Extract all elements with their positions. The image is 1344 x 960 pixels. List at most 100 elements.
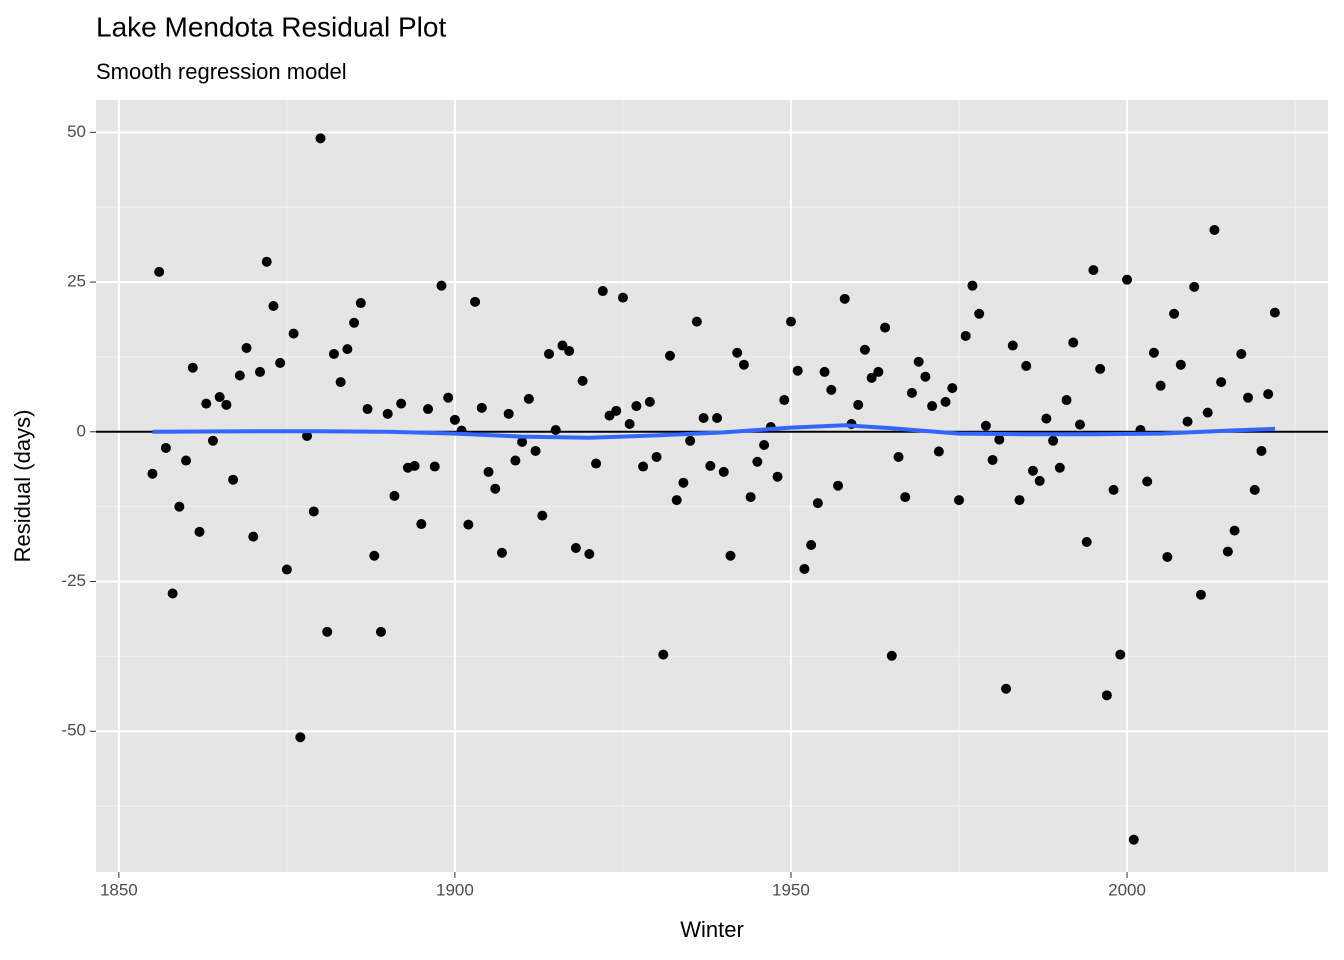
point [322,626,333,637]
point [785,316,796,327]
point [752,456,763,467]
point [241,342,252,353]
point [1128,834,1139,845]
point [537,510,548,521]
point [698,413,709,424]
point [328,348,339,359]
point [597,286,608,297]
point [833,480,844,491]
point [1034,475,1045,486]
point [799,563,810,574]
point [248,531,259,542]
point [826,384,837,395]
point [1202,407,1213,418]
point [1088,265,1099,276]
point [510,455,521,466]
point [873,366,884,377]
point [886,650,897,661]
point [1014,495,1025,506]
point [880,322,891,333]
point [295,732,306,743]
point [1041,413,1052,424]
point [1122,274,1133,285]
point [1216,377,1227,388]
point [1256,445,1267,456]
point [779,395,790,406]
y-tick-label: -50 [61,721,86,740]
point [624,419,635,430]
y-tick-label: -25 [61,571,86,590]
point [409,460,420,471]
point [1195,589,1206,600]
point [355,298,366,309]
point [940,396,951,407]
point [207,435,218,446]
point [893,451,904,462]
point [617,292,628,303]
point [738,359,749,370]
x-tick-label: 1950 [772,880,810,899]
point [591,458,602,469]
point [678,477,689,488]
point [1108,484,1119,495]
point [691,316,702,327]
point [315,133,326,144]
point [463,519,474,530]
point [1222,546,1233,557]
point [375,626,386,637]
point [254,366,265,377]
point [1249,484,1260,495]
point [423,404,434,415]
point [718,466,729,477]
point [1189,281,1200,292]
point [611,405,622,416]
point [927,401,938,412]
point [1243,392,1254,403]
point [214,392,225,403]
point [496,547,507,558]
point [382,408,393,419]
point [967,280,978,291]
point [1175,359,1186,370]
point [342,344,353,355]
point [859,344,870,355]
point [288,328,299,339]
point [819,366,830,377]
point [389,490,400,501]
point [658,649,669,660]
point [570,542,581,553]
point [167,588,178,599]
point [335,377,346,388]
point [866,372,877,383]
point [490,483,501,494]
point [772,471,783,482]
point [732,347,743,358]
point [181,455,192,466]
point [429,461,440,472]
point [705,460,716,471]
point [1001,683,1012,694]
point [1021,360,1032,371]
point [664,350,675,361]
point [812,498,823,509]
point [1236,348,1247,359]
point [228,474,239,485]
point [1115,649,1126,660]
point [1027,465,1038,476]
point [147,468,158,479]
point [1155,380,1166,391]
point [980,420,991,431]
point [906,387,917,398]
point [725,550,736,561]
y-tick-label: 25 [67,272,86,291]
point [839,293,850,304]
y-tick-label: 50 [67,122,86,141]
point [302,430,313,441]
point [550,425,561,436]
point [187,362,198,373]
point [1182,416,1193,427]
point [1148,347,1159,358]
y-tick-label: 0 [77,421,86,440]
point [523,393,534,404]
point [308,506,319,517]
